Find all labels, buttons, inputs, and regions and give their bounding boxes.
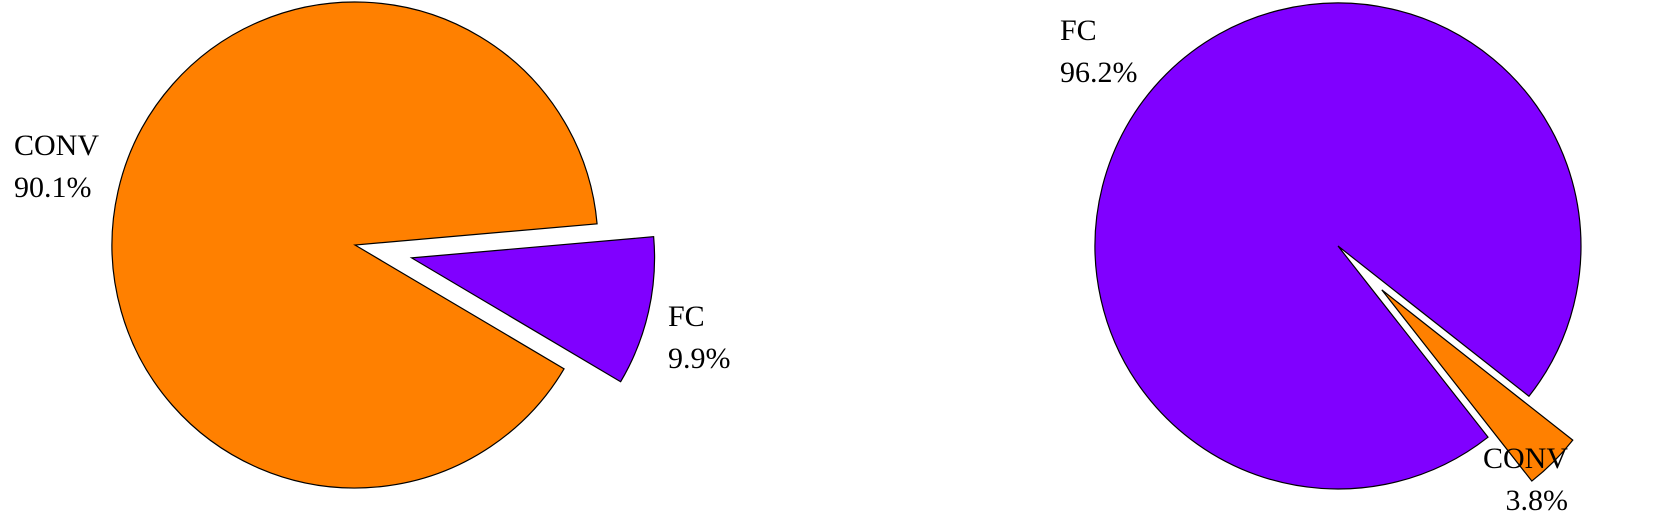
pie-slice-conv <box>1381 289 1574 482</box>
pie-slice-fc <box>1094 2 1582 490</box>
slice-label-conv: CONV <box>14 129 99 162</box>
slice-percent-fc: 96.2% <box>1060 56 1138 89</box>
slice-label-fc: FC <box>1060 14 1097 47</box>
pie-chart-right: FC 96.2% CONV 3.8% <box>1060 2 1582 517</box>
slice-label-fc: FC <box>668 300 705 333</box>
slice-percent-fc: 9.9% <box>668 342 731 375</box>
slice-label-conv: CONV <box>1483 442 1568 475</box>
pie-chart-left: CONV 90.1% FC 9.9% <box>14 1 731 489</box>
pie-slice-conv <box>111 1 598 489</box>
slice-percent-conv: 90.1% <box>14 171 92 204</box>
pie-slice-fc <box>409 236 656 383</box>
slice-percent-conv: 3.8% <box>1506 484 1569 517</box>
